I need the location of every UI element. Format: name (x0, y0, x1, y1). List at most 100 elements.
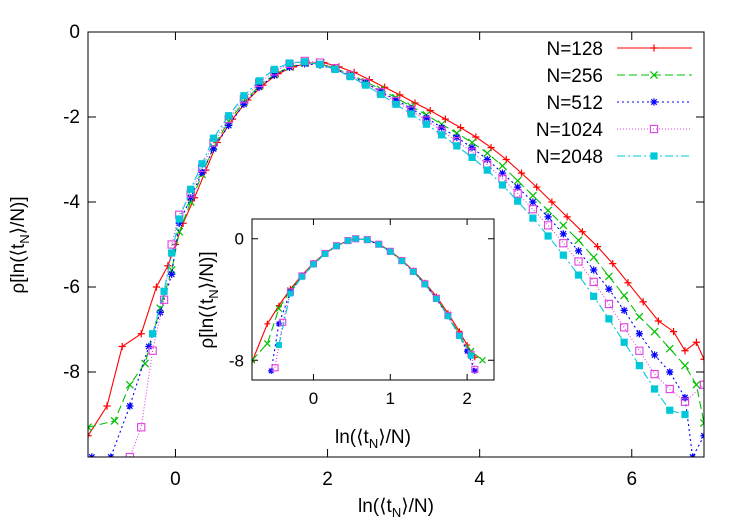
inset-point-5-12 (398, 257, 405, 264)
main-point-5-13 (301, 58, 309, 66)
main-point-1-43 (692, 338, 700, 346)
main-point-3-40 (666, 368, 674, 376)
main-point-5-20 (407, 110, 415, 118)
main-point-3-22 (392, 96, 400, 104)
main-point-2-3 (125, 380, 134, 389)
main-point-5-34 (620, 338, 628, 346)
inset-point-5-2 (287, 290, 294, 297)
inset-point-5-5 (321, 250, 328, 257)
inset-plot-background (252, 219, 494, 380)
main-point-4-29 (513, 189, 522, 198)
main-point-4-31 (543, 221, 553, 230)
main-point-5-25 (483, 166, 491, 174)
main-point-2-28 (483, 149, 492, 158)
main-point-3-31 (529, 198, 537, 206)
main-point-5-21 (422, 120, 431, 128)
main-point-1-35 (578, 228, 586, 236)
main-point-3-5 (156, 308, 164, 317)
main-point-2-32 (544, 206, 553, 215)
main-point-3-33 (559, 230, 567, 238)
main-point-3-6 (168, 270, 176, 278)
main-point-5-31 (574, 271, 583, 279)
inset-x-axis-title: ln(⟨tN⟩/N) (335, 427, 411, 451)
main-point-4-40 (680, 397, 690, 406)
main-point-5-15 (331, 65, 339, 73)
inset-y-tick-label: 0 (235, 230, 244, 249)
main-point-2-36 (604, 272, 613, 281)
main-point-3-11 (225, 121, 233, 130)
main-point-1-4 (137, 330, 145, 338)
main-point-1-3 (118, 342, 126, 351)
main-point-5-36 (650, 385, 659, 393)
main-point-1-34 (563, 213, 571, 221)
main-point-1-41 (669, 328, 678, 336)
main-point-4-39 (665, 384, 674, 394)
inset-point-3-20 (471, 367, 478, 374)
inset-point-5-18 (467, 352, 474, 359)
main-point-1-31 (517, 169, 526, 177)
main-point-3-32 (544, 213, 552, 221)
main-point-4-36 (619, 323, 629, 332)
inset-point-5-9 (364, 236, 371, 243)
inset-point-2-21 (479, 356, 486, 364)
main-point-5-38 (681, 410, 689, 419)
inset-point-2-1 (252, 356, 256, 364)
main-x-tick-label: 4 (474, 469, 485, 490)
main-plot-frame (87, 31, 705, 458)
main-point-1-2 (103, 402, 111, 410)
main-point-3-27 (468, 144, 476, 152)
legend-label: N=1024 (536, 120, 604, 141)
inset-x-tick-label: 0 (309, 389, 318, 408)
main-point-1-25 (426, 107, 434, 115)
main-point-5-2 (160, 287, 168, 295)
inset-point-5-8 (352, 235, 359, 242)
main-point-3-24 (422, 114, 431, 122)
main-y-tick-label: -8 (63, 362, 80, 383)
main-y-axis-title: ρ[ln(⟨tN⟩/N)] (8, 196, 32, 293)
main-point-4-5 (167, 240, 176, 249)
main-point-3-13 (255, 83, 263, 91)
main-point-3-8 (187, 194, 195, 202)
main-point-3-41 (681, 393, 689, 402)
main-point-5-17 (361, 81, 370, 89)
main-point-1-24 (411, 99, 419, 107)
inset-x-tick-label: 1 (386, 389, 395, 408)
inset-point-4-20 (471, 365, 479, 373)
main-x-tick-label: 0 (170, 469, 181, 490)
main-point-1-5 (152, 283, 161, 291)
main-point-5-32 (590, 292, 598, 300)
main-point-5-11 (270, 65, 278, 73)
main-point-5-29 (544, 232, 552, 240)
main-point-1-37 (609, 260, 617, 268)
inset-point-3-2 (275, 320, 282, 327)
main-point-5-27 (514, 197, 522, 205)
legend-marker-3 (650, 98, 658, 106)
inset-point-5-3 (298, 273, 305, 280)
main-point-2-43 (699, 418, 704, 428)
inset-series-5 (275, 235, 474, 359)
inset-point-5-7 (345, 237, 352, 244)
inset-point-5-15 (433, 295, 440, 302)
main-point-5-30 (559, 251, 567, 259)
main-series-line-1 (88, 62, 704, 437)
inset-point-4-2 (279, 318, 287, 326)
main-point-5-22 (438, 131, 446, 139)
main-point-4-2 (137, 423, 146, 432)
main-point-5-28 (529, 214, 537, 222)
main-point-4-3 (148, 346, 157, 355)
main-point-5-3 (168, 249, 176, 257)
main-point-5-37 (666, 406, 674, 414)
main-point-1-44 (700, 355, 704, 363)
main-point-4-35 (604, 299, 614, 309)
main-point-5-18 (377, 90, 385, 99)
main-point-3-28 (483, 155, 491, 164)
main-point-5-6 (198, 160, 206, 168)
main-point-3-12 (240, 100, 248, 108)
inset-point-5-6 (333, 243, 340, 250)
inset-point-5-10 (375, 241, 382, 248)
main-point-2-37 (620, 291, 629, 300)
main-point-3-4 (145, 342, 153, 351)
inset-point-3-1 (268, 367, 275, 374)
main-point-5-16 (346, 73, 354, 81)
